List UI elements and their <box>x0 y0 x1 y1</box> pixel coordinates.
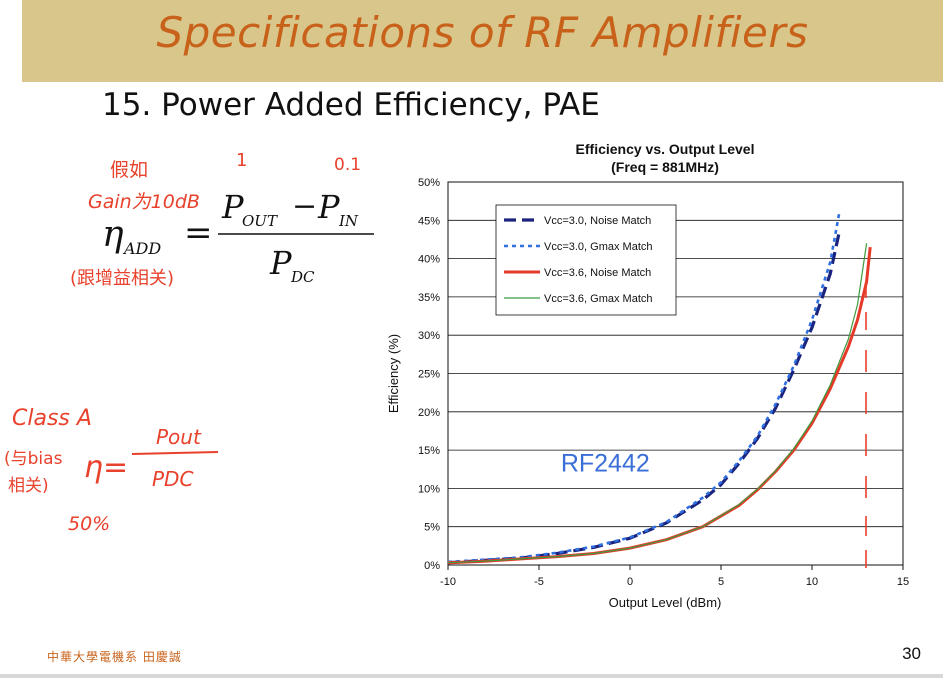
chart-subtitle: (Freq = 881MHz) <box>611 159 719 175</box>
pae-formula: η ADD = P OUT − P IN P DC <box>102 188 374 286</box>
footer-department: 中華大學電機系 田慶誠 <box>47 650 182 664</box>
y-tick-label: 10% <box>418 483 440 495</box>
y-tick-label: 45% <box>418 215 440 227</box>
note-one: 1 <box>236 150 247 171</box>
page-number: 30 <box>902 644 921 663</box>
y-tick-label: 20% <box>418 407 440 419</box>
note-fifty-percent: 50% <box>68 513 110 535</box>
y-tick-label: 25% <box>418 369 440 381</box>
title-banner: Specifications of RF Amplifiers <box>22 0 943 82</box>
formula-pdc-sub: DC <box>290 268 315 286</box>
legend-label-1: Vcc=3.0, Noise Match <box>544 215 651 227</box>
note-point-one: 0.1 <box>334 155 361 175</box>
note-bias-1: (与bias <box>4 449 63 469</box>
bottom-bar <box>0 674 943 678</box>
note-eta: η= <box>84 450 128 485</box>
legend-label-2: Vcc=3.0, Gmax Match <box>544 241 653 253</box>
x-tick-label: 15 <box>897 576 909 588</box>
formula-eta-sub: ADD <box>122 239 161 258</box>
x-tick-label: 0 <box>627 576 633 588</box>
legend-box <box>495 204 677 316</box>
x-axis-label: Output Level (dBm) <box>609 595 722 610</box>
slide-subtitle: 15. Power Added Efficiency, PAE <box>102 87 600 123</box>
x-tick-label: -5 <box>534 576 544 588</box>
y-tick-label: 35% <box>418 292 440 304</box>
formula-pin: P <box>317 188 340 226</box>
slide-title: Specifications of RF Amplifiers <box>156 8 809 57</box>
note-class-a: Class A <box>12 406 92 431</box>
y-axis-ticks: 0% 5% 10% 15% 20% 25% 30% 35% 40% 45% 50% <box>418 177 440 572</box>
y-tick-label: 5% <box>424 522 440 534</box>
note-pdc: PDC <box>152 467 193 491</box>
note-bias-2: 相关) <box>8 476 49 496</box>
x-tick-label: 10 <box>806 576 818 588</box>
x-tick-label: -10 <box>440 576 456 588</box>
chart-legend: Vcc=3.0, Noise Match Vcc=3.0, Gmax Match V… <box>495 204 677 316</box>
formula-eta: η <box>102 214 124 255</box>
formula-pdc: P <box>269 244 292 282</box>
plot-frame <box>447 181 904 566</box>
chart-title: Efficiency vs. Output Level <box>576 141 755 157</box>
chart-series <box>447 212 872 565</box>
legend-label-4: Vcc=3.6, Gmax Match <box>544 293 653 305</box>
y-tick-label: 40% <box>418 254 440 266</box>
y-tick-label: 30% <box>418 330 440 342</box>
legend-label-3: Vcc=3.6, Noise Match <box>544 267 651 279</box>
formula-pin-sub: IN <box>338 212 359 230</box>
note-fraction-bar <box>131 451 219 455</box>
series-line-2 <box>447 212 841 564</box>
y-tick-label: 0% <box>424 560 440 572</box>
note-top-1: 假如 <box>110 159 148 181</box>
y-tick-label: 15% <box>418 445 440 457</box>
series-line-4 <box>447 243 868 564</box>
x-tick-label: 5 <box>718 576 724 588</box>
x-axis-ticks: -10 -5 0 5 10 15 <box>440 565 909 588</box>
formula-minus: − <box>292 189 317 224</box>
formula-equals: = <box>184 213 213 253</box>
y-axis-label: Efficiency (%) <box>386 334 401 413</box>
formula-pout-sub: OUT <box>242 212 278 230</box>
formula-pout: P <box>221 188 244 226</box>
chart-annotation-rf2442: RF2442 <box>561 450 650 478</box>
y-tick-label: 50% <box>418 177 440 189</box>
efficiency-chart-svg: Efficiency vs. Output Level (Freq = 881M… <box>386 141 909 610</box>
efficiency-chart: Efficiency vs. Output Level (Freq = 881M… <box>380 130 925 620</box>
note-pout: Pout <box>156 425 202 449</box>
